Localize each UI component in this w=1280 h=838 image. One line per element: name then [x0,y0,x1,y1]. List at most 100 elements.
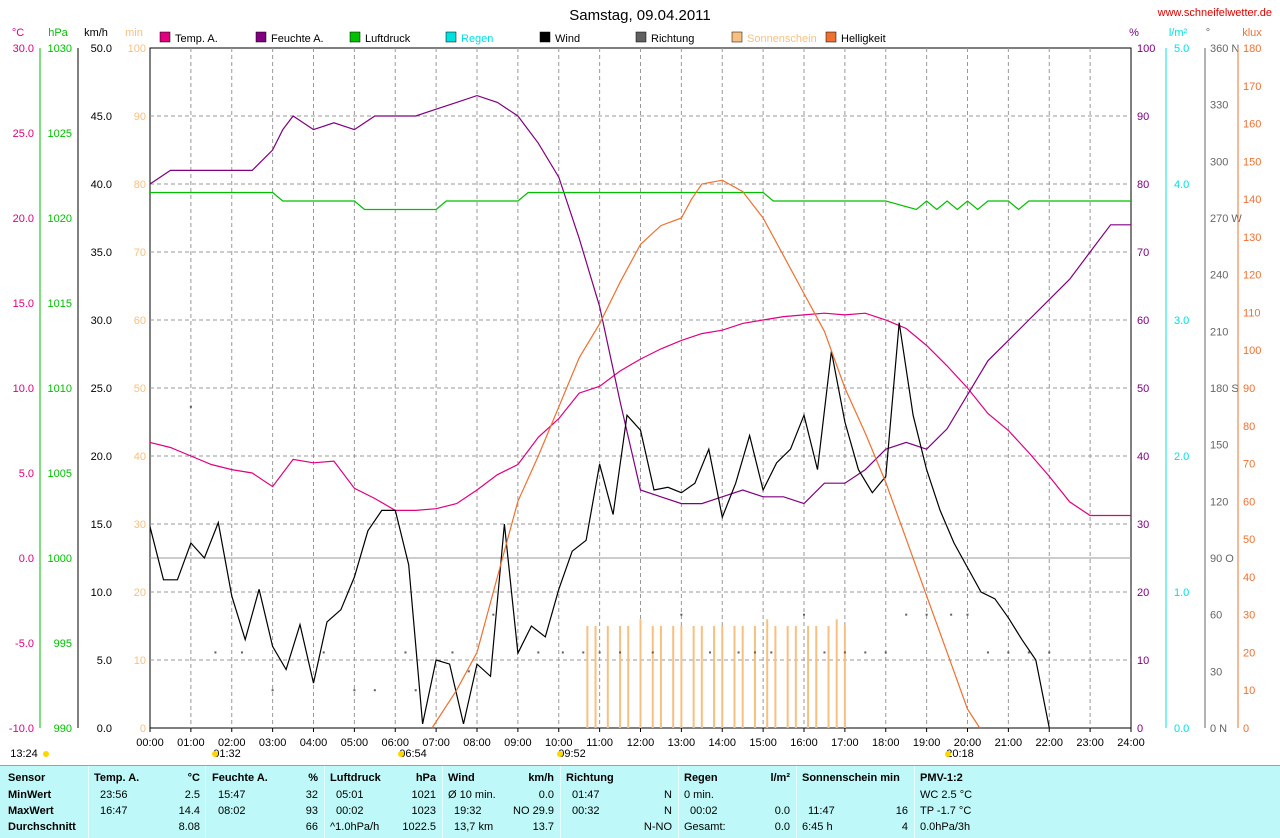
y-tick-label: 25.0 [91,383,112,395]
stats-value: 0.0 [538,789,554,801]
direction-point [884,651,887,654]
y-tick-label: 10.0 [13,383,34,395]
direction-point [753,651,756,654]
chart-plot [149,94,1131,729]
direction-point [950,613,953,616]
direction-point [537,651,540,654]
x-tick-label: 09:00 [504,737,532,749]
y-tick-label: 40 [1243,572,1255,584]
y-tick-label: 20 [1243,647,1255,659]
y-tick-label: 5.0 [97,655,112,667]
legend-label: Richtung [651,33,694,45]
stats-time: 19:32 [454,805,482,817]
legend-swatch [635,31,647,43]
legend-label: Regen [461,33,493,45]
y-tick-label: 70 [1137,247,1149,259]
y-tick-label: 15.0 [91,519,112,531]
y-tick-label: 90 [134,111,146,123]
direction-point [1027,651,1030,654]
stats-unit: % [308,772,318,784]
y-tick-label: 330 [1210,100,1228,112]
legend-swatch [731,31,743,43]
stats-header: Richtung [566,772,614,784]
y-tick-label: 120 [1210,496,1228,508]
direction-point [492,613,495,616]
stats-header: PMV-1:2 [920,772,963,784]
stats-time: 0 min. [684,789,714,801]
sun-event-marker [43,751,49,757]
direction-point [770,651,773,654]
stats-value: N-NO [643,821,672,833]
y-tick-label: 0 N [1210,723,1227,735]
series-line [149,94,1131,505]
y-tick-label: 100 [1243,345,1261,357]
legend-swatch [349,31,361,43]
stats-header: Sonnenschein min [802,772,900,784]
axis-unit: hPa [48,27,68,39]
stats-header: Wind [448,772,475,784]
y-tick-label: 100 [128,43,146,55]
y-tick-label: 0 [140,723,146,735]
direction-point [619,651,622,654]
y-tick-label: 30.0 [13,43,34,55]
website-link[interactable]: www.schneifelwetter.de [1157,7,1272,19]
stats-sunshine: Sonnenschein min 11:47 16 6:45 h 4 [802,766,908,838]
stats-row-label: MaxWert [8,805,54,817]
direction-point [803,613,805,616]
axis-unit: klux [1242,27,1262,39]
y-tick-label: 120 [1243,270,1261,282]
y-tick-label: 270 W [1210,213,1242,225]
x-tick-label: 17:00 [831,737,859,749]
stats-unit: °C [187,772,200,784]
y-tick-label: 45.0 [91,111,112,123]
y-tick-label: 40 [1137,451,1149,463]
y-tick-label: 1015 [48,298,72,310]
direction-point [561,651,564,654]
y-tick-label: 30 [134,519,146,531]
x-tick-label: 03:00 [259,737,287,749]
y-tick-label: 50 [134,383,146,395]
x-tick-label: 06:00 [381,737,409,749]
y-tick-label: 25.0 [13,128,34,140]
y-tick-label: 90 [1137,111,1149,123]
sun-event-label: 13:24 [10,748,38,760]
direction-point [414,689,417,692]
sun-event-marker [398,751,404,757]
x-tick-label: 15:00 [749,737,777,749]
x-tick-label: 12:00 [627,737,655,749]
y-tick-label: 60 [1210,610,1222,622]
y-tick-label: 50.0 [91,43,112,55]
direction-point [737,651,740,654]
x-tick-label: 13:00 [668,737,696,749]
stats-header: Regen [684,772,718,784]
y-tick-label: 10.0 [91,587,112,599]
y-tick-label: 140 [1243,194,1261,206]
legend-label: Wind [555,33,580,45]
direction-point [404,651,407,654]
chart-axes: 30.025.020.015.010.05.00.0-5.0-10.0°C103… [9,27,1262,735]
y-tick-label: -5.0 [15,638,34,650]
direction-point [966,613,969,616]
stats-time: 08:02 [218,805,246,817]
stats-value: 14.4 [178,805,200,817]
direction-point [651,651,654,654]
y-tick-label: 80 [1243,421,1255,433]
direction-point [598,651,601,654]
legend-label: Helligkeit [841,33,886,45]
direction-point [905,613,908,616]
legend-label: Feuchte A. [271,33,324,45]
stats-value: 13.7 [532,821,554,833]
stats-pressure: Luftdruck hPa 05:01 1021 00:02 1023 ^1.0… [330,766,436,838]
y-tick-label: 130 [1243,232,1261,244]
x-tick-label: 16:00 [790,737,818,749]
stats-value: 1021 [411,789,436,801]
direction-point [373,689,376,692]
stats-unit: hPa [415,772,436,784]
y-tick-label: 0.0 [1174,723,1189,735]
y-tick-label: 4.0 [1174,179,1189,191]
x-tick-label: 23:00 [1076,737,1104,749]
y-tick-label: 0 [1243,723,1249,735]
stats-time: 00:02 [336,805,364,817]
stats-value: TP -1.7 °C [920,805,972,817]
y-tick-label: 90 [1243,383,1255,395]
